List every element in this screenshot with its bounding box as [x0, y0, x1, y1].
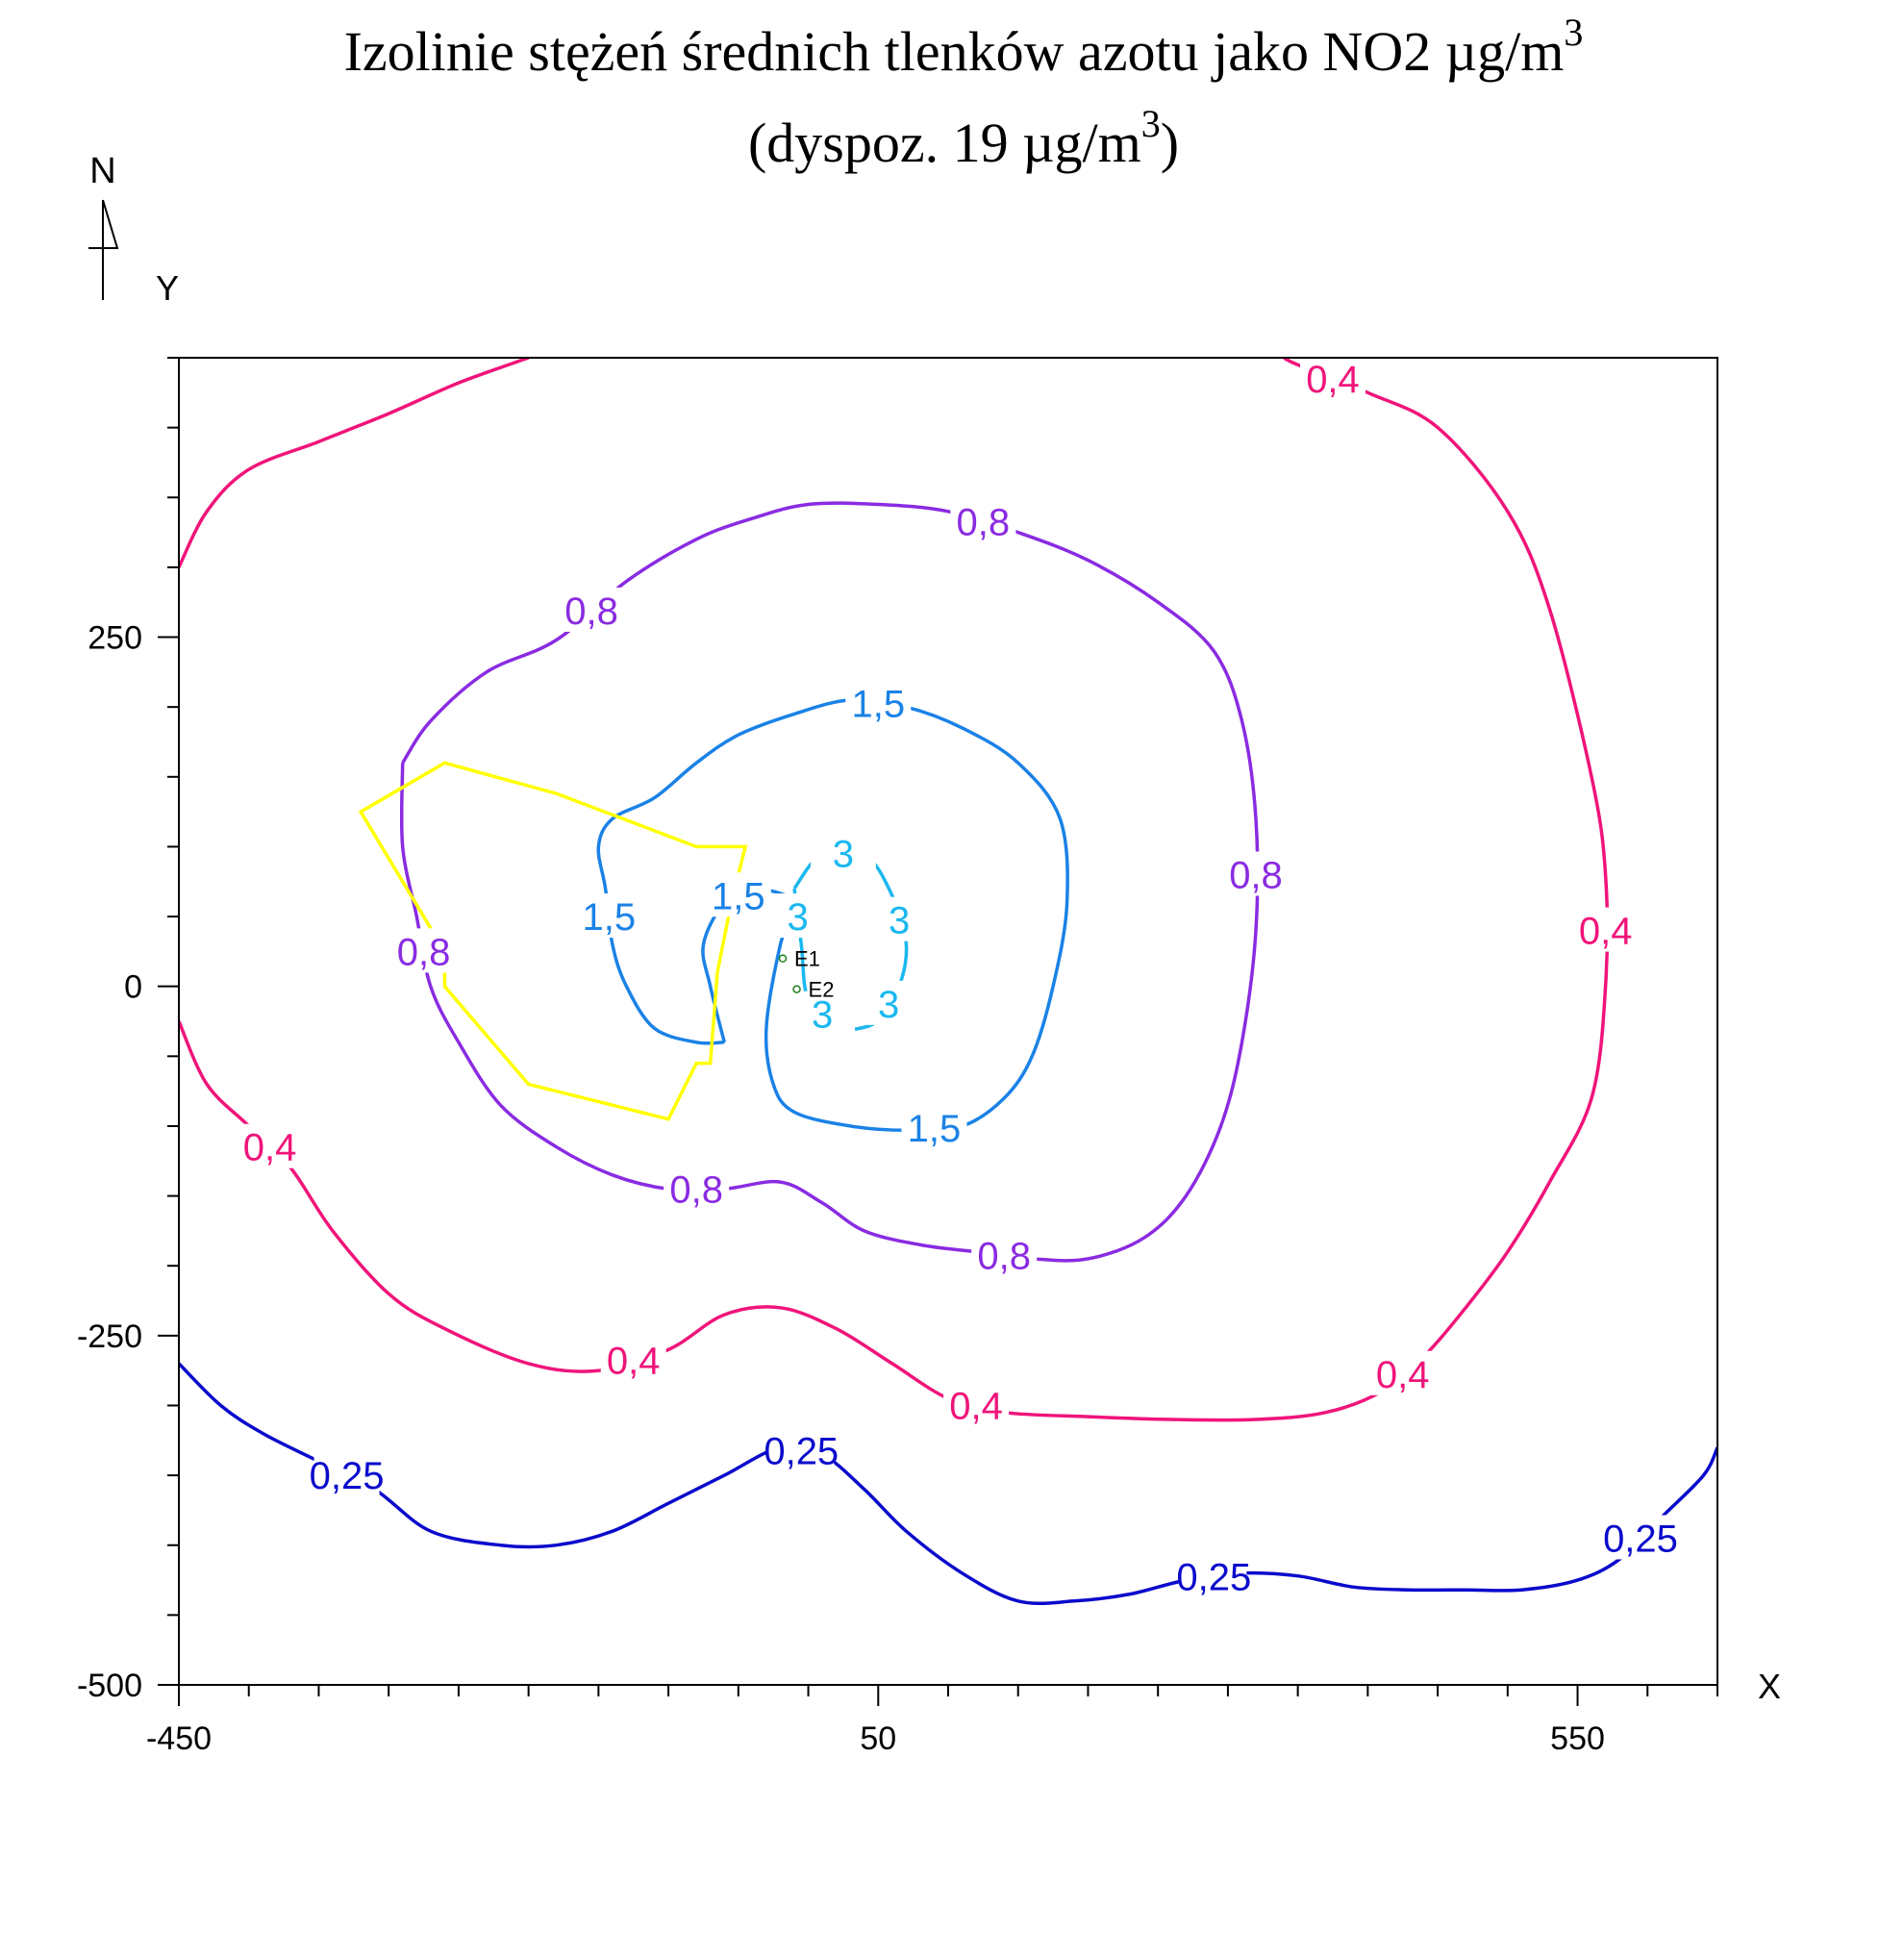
contour-label: 3 [878, 984, 899, 1026]
chart-title: Izolinie stężeń średnich tlenków azotu j… [344, 11, 1584, 83]
contour-label-bg [856, 980, 922, 1025]
contour-label: 1,5 [712, 875, 765, 917]
source-marker [792, 985, 801, 993]
contour-label: 3 [833, 834, 854, 876]
contour-line-1-5 [596, 697, 1069, 1133]
source-label: E1 [794, 947, 820, 971]
contour-label: 1,5 [582, 896, 636, 939]
y-tick-label: 0 [124, 969, 142, 1006]
contour-label-bg [950, 498, 1016, 543]
contour-label-bg [390, 928, 457, 973]
contour-label-bg [313, 1452, 380, 1497]
x-tick-label: 550 [1550, 1720, 1605, 1757]
contour-label: 0,25 [1603, 1518, 1678, 1560]
y-tick-label: -500 [77, 1668, 142, 1704]
x-tick-label: 50 [860, 1720, 896, 1757]
contour-label: 0,4 [949, 1385, 1003, 1427]
contour-label: 0,4 [243, 1127, 297, 1169]
y-tick-label: -250 [77, 1318, 142, 1355]
contour-label: 1,5 [908, 1108, 962, 1150]
contour-label-bg [789, 991, 856, 1036]
contour-label: 0,8 [1229, 854, 1283, 896]
contour-label-bg [1300, 355, 1365, 400]
contour-label-bg [764, 893, 831, 939]
contour-label: 0,4 [1579, 911, 1633, 953]
contour-label-bg [943, 1382, 1010, 1427]
contour-label: 0,8 [669, 1168, 723, 1211]
contour-label: 3 [889, 900, 910, 942]
chart-subtitle: (dyspoz. 19 µg/m3) [748, 102, 1179, 174]
contour-label-bg [705, 872, 771, 917]
contour-label-bg [1369, 1350, 1436, 1395]
plot-frame [178, 357, 1718, 1686]
contour-label: 0,8 [397, 931, 451, 973]
contour-label-bg [664, 1166, 730, 1211]
y-tick-label: 250 [88, 620, 142, 657]
contour-label-bg [237, 1123, 303, 1168]
contour-label-bg [866, 896, 933, 941]
contour-label-bg [559, 587, 625, 632]
contour-label: 1,5 [851, 684, 905, 726]
contour-label-bg [1572, 907, 1639, 952]
contour-label: 0,25 [1176, 1556, 1251, 1598]
contour-line-0-25 [179, 1362, 1717, 1606]
contour-label-bg [576, 893, 642, 939]
plot-area: 0,25 0,25 0,25 0,25 0,4 0,4 0,4 0,4 0,4 0,4 0,8 0,8… [77, 268, 1781, 1757]
contour-lines [179, 358, 1717, 1606]
north-arrow-head [88, 199, 119, 249]
contour-label-bg [768, 1427, 835, 1472]
contour-label: 3 [788, 896, 809, 939]
contour-label-bg [901, 1105, 967, 1150]
contour-label-bg [845, 680, 912, 725]
contour-label: 0,4 [1306, 359, 1360, 401]
source-label: E2 [809, 978, 835, 1002]
contour-label-bg [971, 1232, 1038, 1277]
contour-label: 0,8 [564, 590, 618, 633]
contour-label: 0,4 [607, 1340, 661, 1382]
x-tick-label: -450 [146, 1720, 212, 1757]
contour-labels: 0,25 0,25 0,25 0,25 0,4 0,4 0,4 0,4 0,4 0,4 0,8 0,8… [237, 355, 1678, 1598]
contour-label: 0,4 [1376, 1354, 1430, 1396]
site-boundary [358, 761, 748, 1121]
north-arrow-icon: N [88, 151, 119, 300]
contour-label: 0,25 [310, 1455, 385, 1497]
contour-label-bg [1223, 851, 1289, 896]
y-axis: -500 -250 0 250 [77, 357, 179, 1704]
contour-label: 0,8 [957, 502, 1011, 544]
contour-line-0-8 [399, 501, 1260, 1263]
contour-label: 3 [812, 994, 833, 1037]
y-axis-label: Y [156, 268, 179, 308]
contour-label-bg [1608, 1515, 1673, 1560]
x-axis: -450 50 550 [146, 1685, 1718, 1757]
north-label: N [89, 151, 115, 191]
contour-line-0-4 [179, 358, 530, 568]
contour-label-bg [600, 1337, 666, 1382]
chart-title-group: Izolinie stężeń średnich tlenków azotu j… [344, 11, 1584, 174]
contour-line-0-4 [179, 358, 1610, 1422]
x-axis-label: X [1758, 1667, 1781, 1706]
contour-label: 0,8 [977, 1235, 1031, 1277]
contour-label-bg [1181, 1553, 1247, 1598]
contour-label-bg [810, 830, 876, 875]
source-marker [778, 954, 788, 963]
contour-label: 0,25 [764, 1431, 839, 1473]
